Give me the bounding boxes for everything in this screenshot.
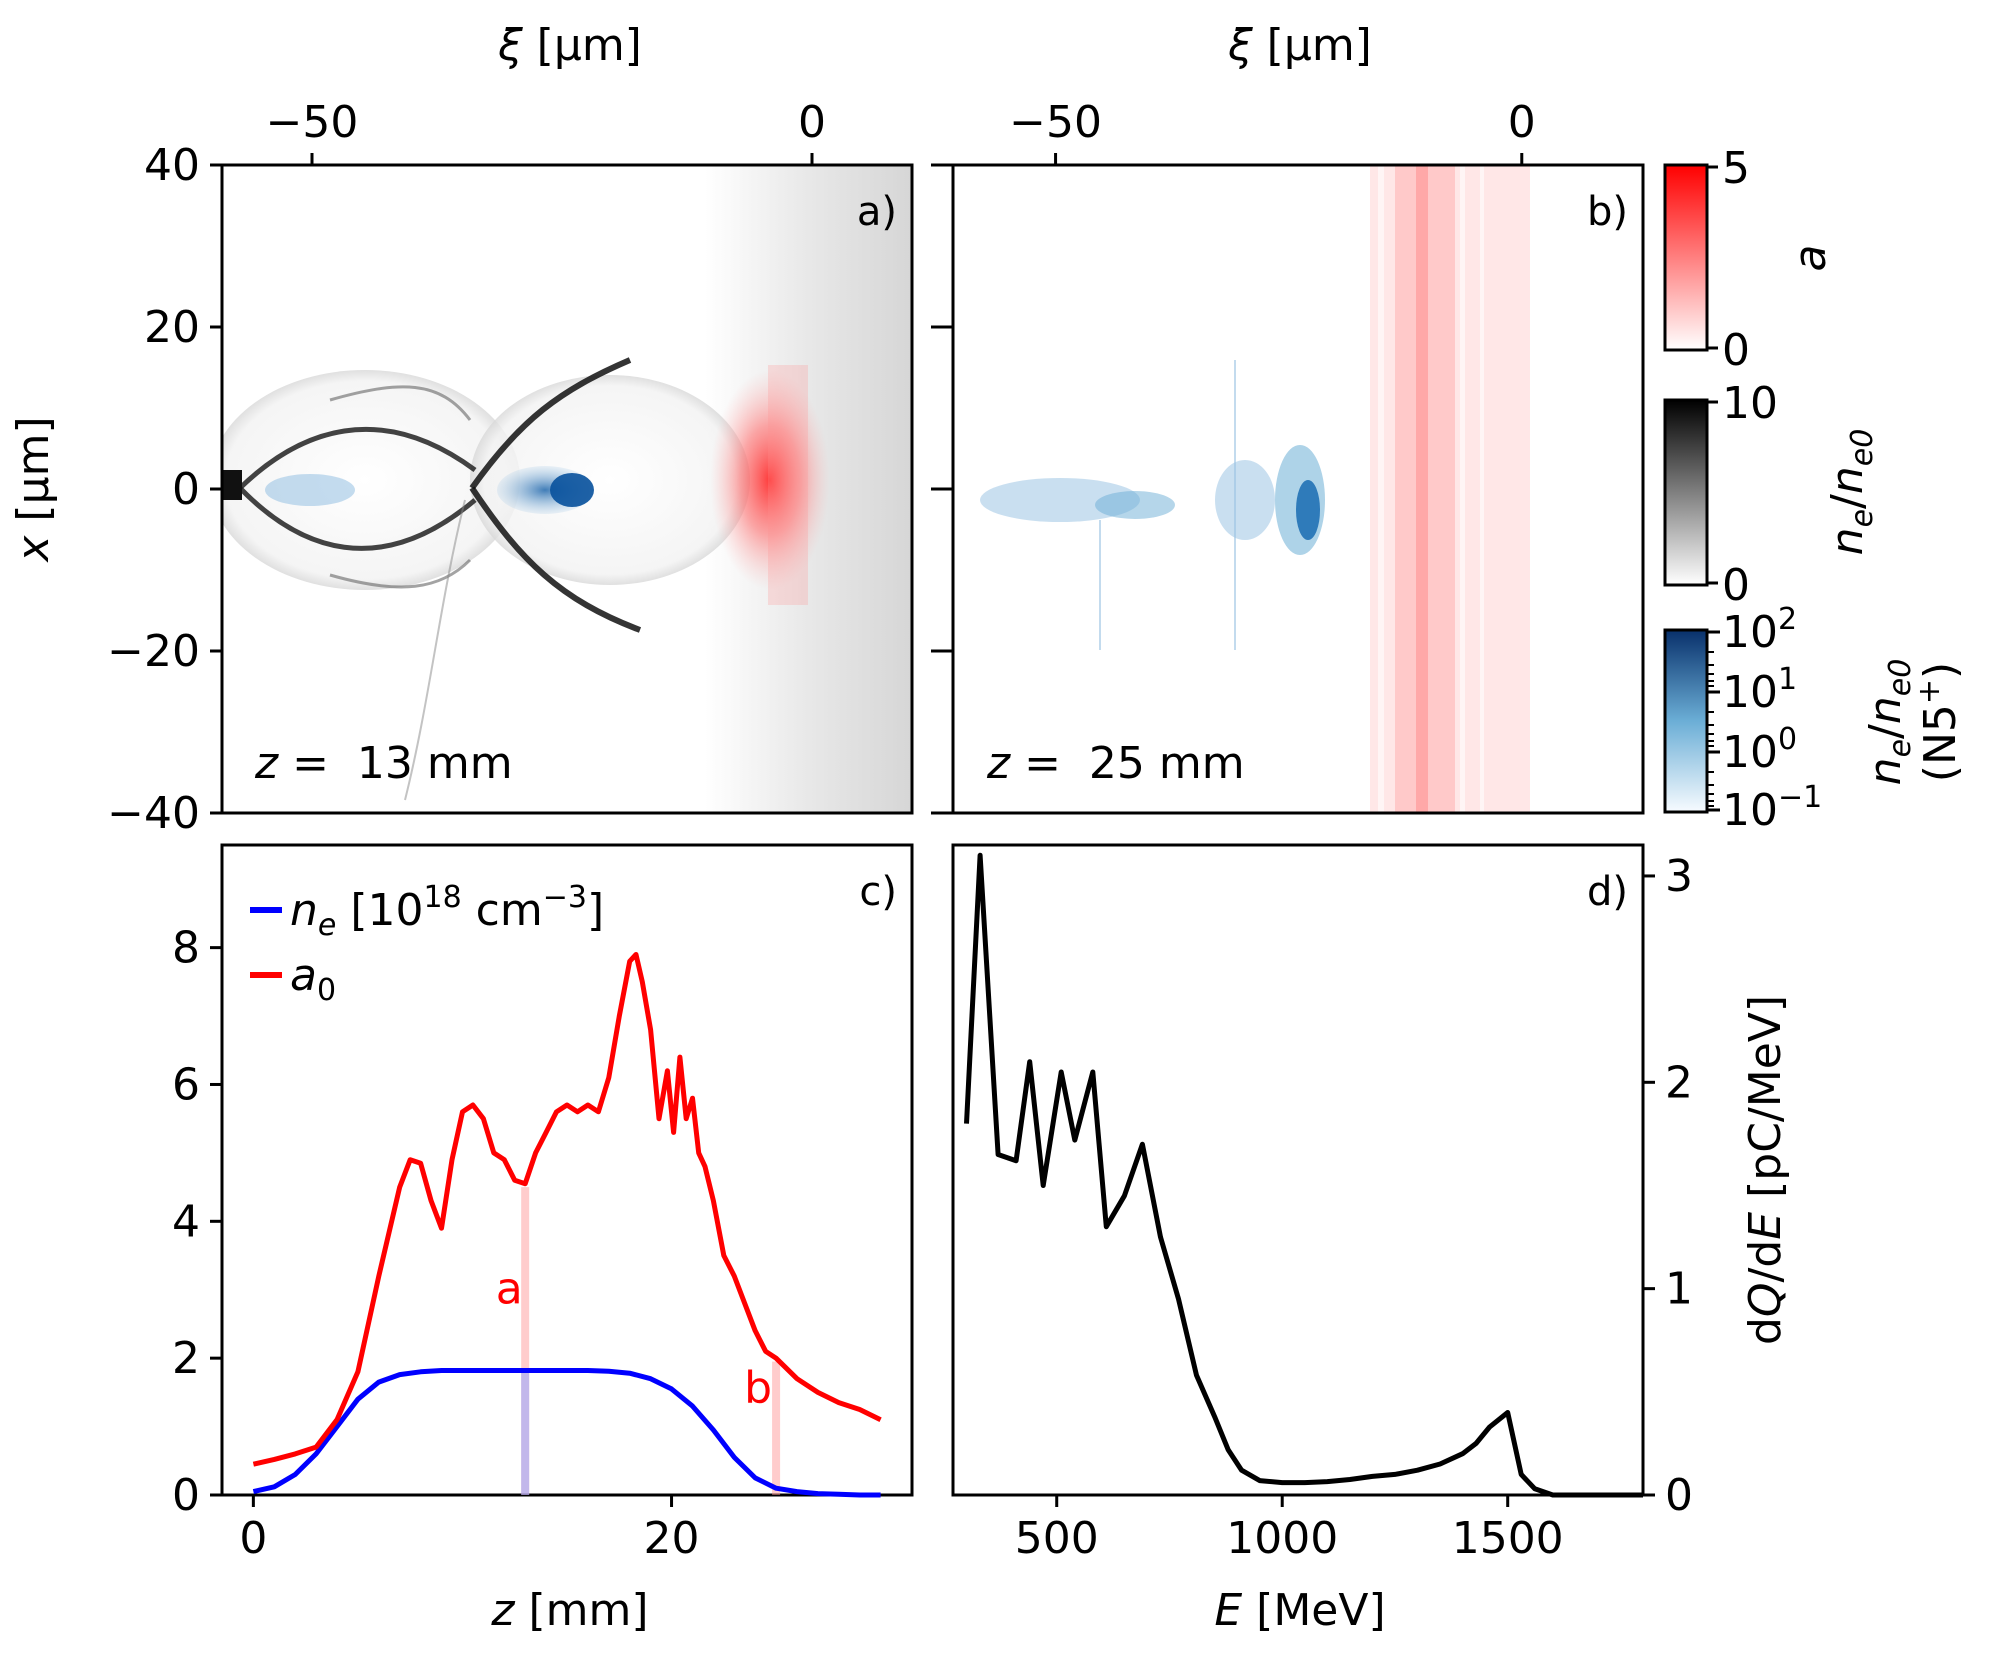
colorbar-n5-minor-ticks	[1707, 651, 1714, 807]
panel-b: b) z = 25 mm −50 0 ξ [μm]	[931, 20, 1645, 815]
panel-d: 500 1000 1500 0 1 2 3 d) E [MeV] dQ/dE [pC/MeV…	[951, 843, 1791, 1636]
panel-b-top-tick-label: −50	[1009, 97, 1102, 148]
panel-b-ticks: −50 0	[931, 97, 1536, 815]
panel-b-image	[953, 165, 1643, 813]
panel-d-frame	[951, 843, 1645, 1497]
series-dqde-line	[964, 852, 1643, 1498]
panel-a-label: a)	[857, 189, 897, 235]
panel-d-plot	[964, 852, 1643, 1498]
panel-c-marker-label-b: b	[744, 1363, 772, 1414]
panel-d-x-tick-label: 1000	[1226, 1513, 1338, 1564]
panel-c-frame	[220, 843, 914, 1497]
panel-b-top-tick-label: 0	[1508, 97, 1536, 148]
panel-c-plot: ab	[252, 952, 882, 1498]
panel-a-top-axis-label: ξ [μm]	[497, 20, 642, 71]
panel-c-y-tick-label: 0	[172, 1470, 200, 1521]
colorbar-ne-max: 10	[1722, 378, 1778, 429]
panel-d-x-tick-label: 1500	[1452, 1513, 1564, 1564]
series-a0-line	[252, 952, 882, 1467]
panel-c-legend: ne [1018 cm−3] a0	[250, 880, 604, 1008]
panel-a-y-tick-label: −20	[107, 626, 200, 677]
colorbar-a	[1663, 163, 1709, 352]
colorbar-n5	[1663, 628, 1709, 814]
series-ne-line	[252, 1368, 881, 1498]
colorbar-n5-label-line2: (N5+)	[1912, 662, 1966, 782]
colorbar-ne-label: ne/ne0	[1822, 429, 1880, 556]
panel-c-label: c)	[859, 869, 897, 915]
panel-c-y-tick-label: 6	[172, 1059, 200, 1110]
panel-d-x-tick-label: 500	[1015, 1513, 1099, 1564]
panel-a-y-tick-label: 20	[144, 302, 200, 353]
colorbar-n5-tick-label: 101	[1722, 662, 1797, 718]
panel-a-y-axis-label: x [μm]	[8, 416, 59, 563]
panel-a-ticks: −50 0 40 20 0 −20 −40	[107, 97, 826, 839]
legend-a0-text: a0	[290, 950, 336, 1008]
panel-c-marker-label-a: a	[496, 1263, 523, 1314]
panel-b-top-axis-label: ξ [μm]	[1227, 20, 1372, 71]
panel-b-label: b)	[1587, 189, 1628, 235]
panel-c-ticks: 0 20 0 2 4 6 8	[172, 923, 700, 1564]
legend-ne-text: ne [1018 cm−3]	[290, 880, 604, 943]
panel-c-marker-ne	[521, 1370, 530, 1495]
colorbar-n5-tick-label: 102	[1722, 602, 1797, 658]
panel-a-y-tick-label: 0	[172, 464, 200, 515]
colorbar-n5-tick-label: 100	[1722, 722, 1797, 778]
panel-c-x-tick-label: 20	[644, 1513, 700, 1564]
panel-c-marker-a	[521, 1187, 530, 1495]
panel-d-y-tick-label: 3	[1665, 851, 1693, 902]
panel-b-annotation: z = 25 mm	[986, 738, 1245, 789]
colorbar-a-min: 0	[1722, 325, 1750, 376]
panel-a-annotation: z = 13 mm	[254, 738, 513, 789]
colorbar-ne	[1663, 398, 1709, 587]
panel-a-y-tick-label: −40	[107, 788, 200, 839]
colorbar-a-max: 5	[1722, 143, 1750, 194]
colorbar-ne-min: 0	[1722, 560, 1750, 611]
panel-a-top-tick-label: 0	[798, 97, 826, 148]
panel-c-x-tick-label: 0	[239, 1513, 267, 1564]
panel-d-y-tick-label: 1	[1665, 1264, 1693, 1315]
colorbar-n5-label-line1: ne/ne0	[1860, 659, 1918, 786]
panel-d-label: d)	[1587, 869, 1628, 915]
panel-c-y-tick-label: 2	[172, 1333, 200, 1384]
panel-c-y-tick-label: 8	[172, 923, 200, 974]
panel-a-y-tick-label: 40	[144, 140, 200, 191]
panel-d-x-axis-label: E [MeV]	[1214, 1585, 1385, 1636]
colorbar-n5-tick-label: 10−1	[1722, 780, 1822, 836]
colorbar-a-label: a	[1785, 245, 1836, 272]
panel-c-x-axis-label: z [mm]	[490, 1585, 648, 1636]
panel-a: a) z = 13 mm −50 0 40 20 0 −20 −40 ξ [μm] x [μ…	[8, 20, 914, 839]
panel-d-y-tick-label: 2	[1665, 1057, 1693, 1108]
panel-c-y-tick-label: 4	[172, 1196, 200, 1247]
panel-a-top-tick-label: −50	[266, 97, 359, 148]
panel-d-ticks: 500 1000 1500 0 1 2 3	[1015, 851, 1693, 1564]
panel-a-image	[222, 165, 912, 813]
panel-d-y-axis-label: dQ/dE [pC/MeV]	[1740, 995, 1791, 1345]
panel-c-marker-b	[772, 1361, 781, 1495]
panel-d-y-tick-label: 0	[1665, 1470, 1693, 1521]
